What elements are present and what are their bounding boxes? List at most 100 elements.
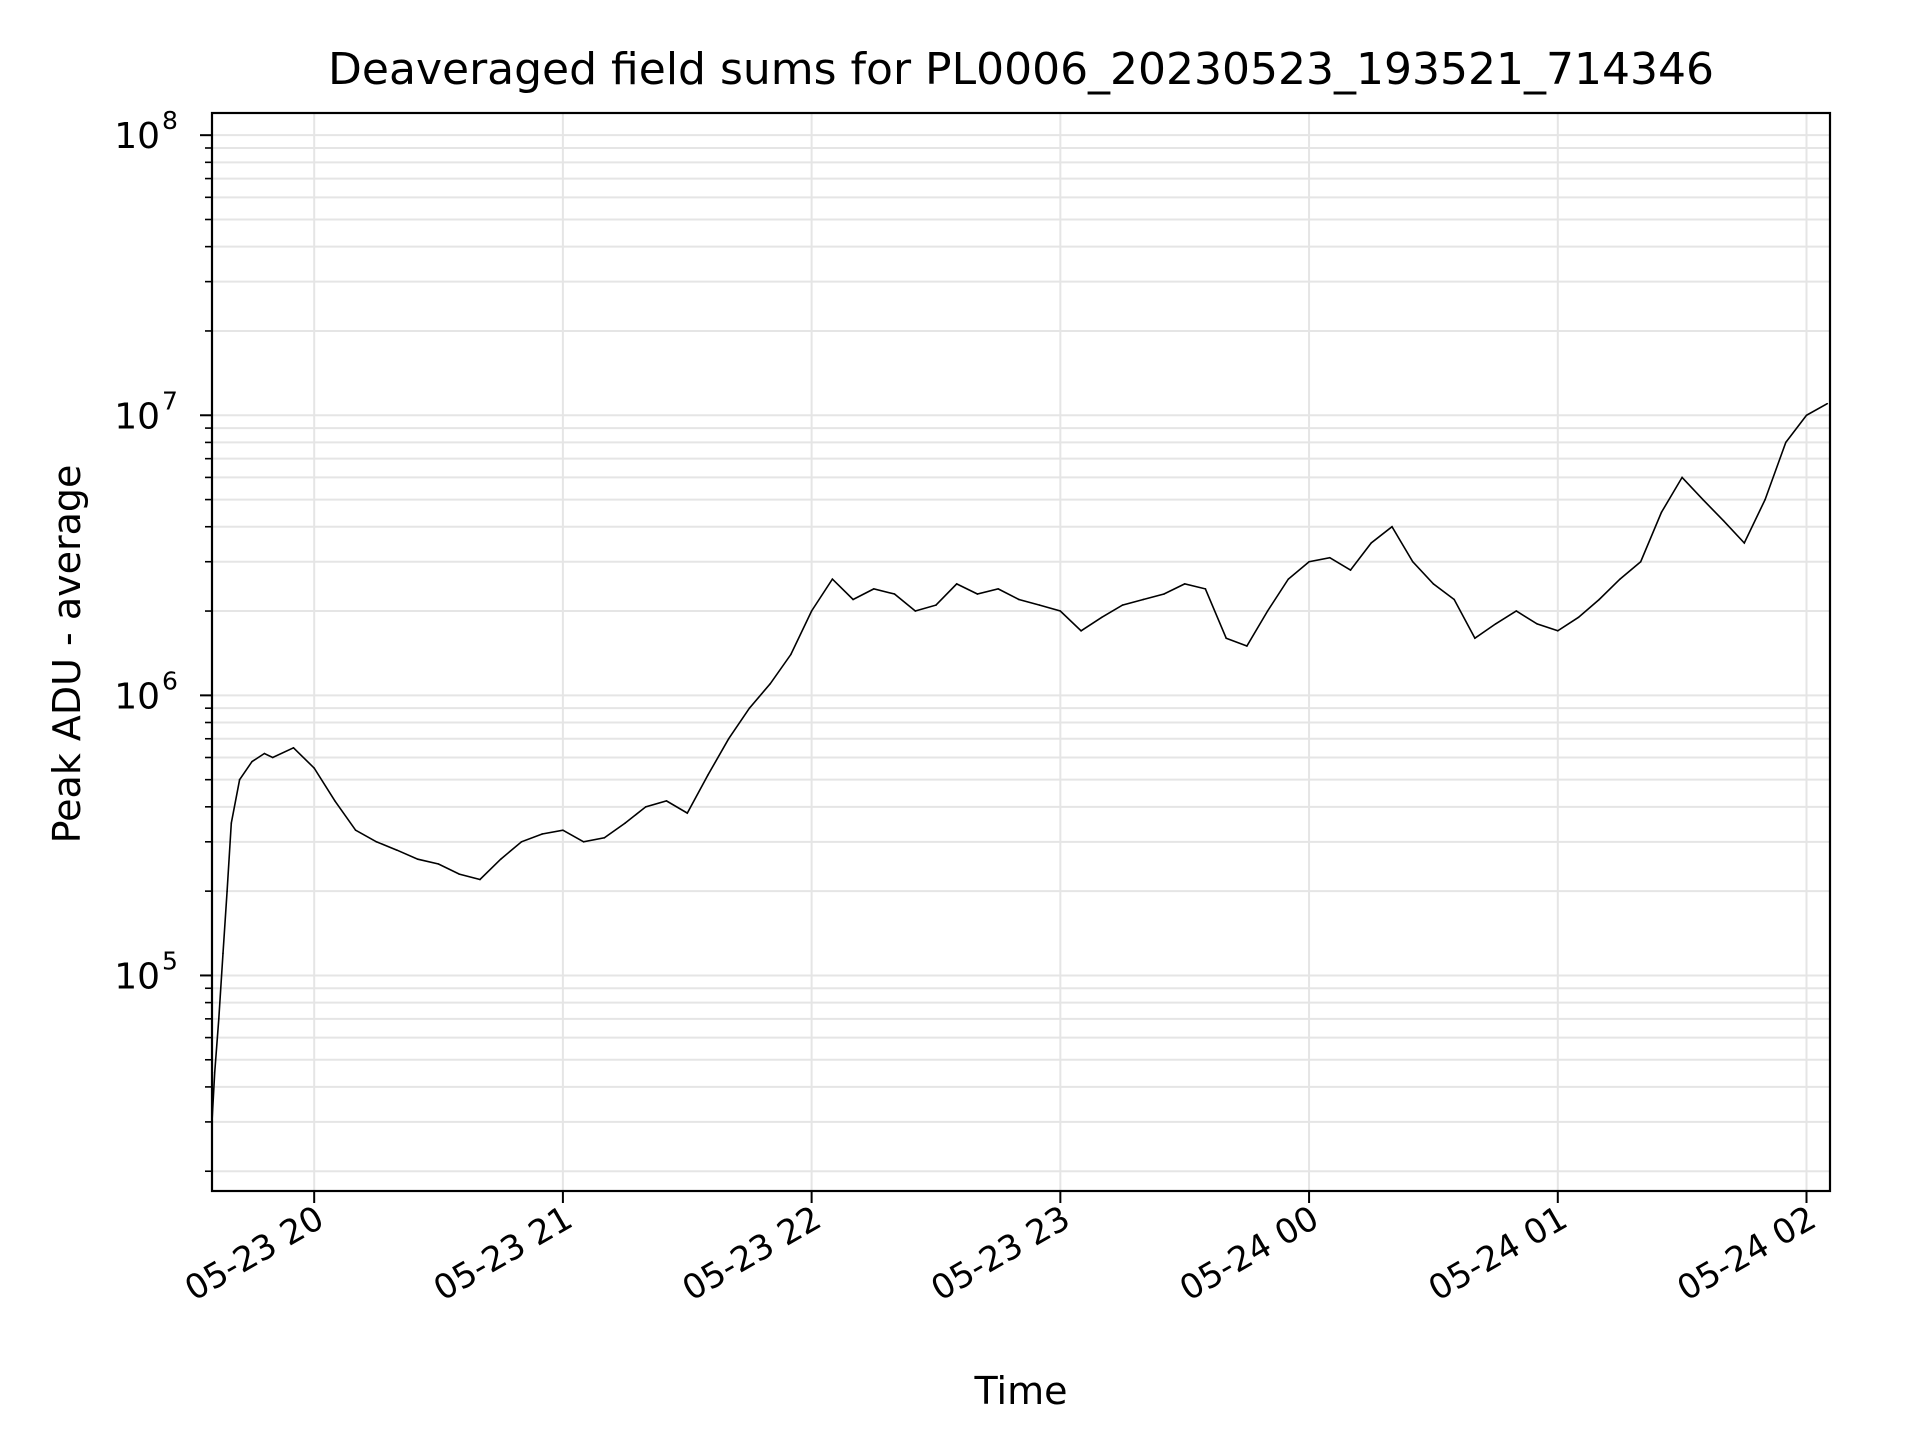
x-tick-label: 05-24 00 bbox=[1173, 1198, 1325, 1309]
data-point bbox=[582, 841, 585, 843]
data-point bbox=[914, 610, 917, 612]
data-point bbox=[1826, 402, 1829, 405]
y-tick-label: 10 bbox=[114, 116, 160, 157]
chart-title: Deaveraged field sums for PL0006_2023052… bbox=[328, 44, 1714, 95]
data-point bbox=[238, 778, 241, 781]
data-point bbox=[1805, 414, 1808, 417]
data-point bbox=[1370, 542, 1373, 544]
data-point bbox=[727, 737, 730, 740]
data-point bbox=[1142, 598, 1145, 601]
data-point bbox=[313, 767, 315, 769]
x-tick-label: 05-23 23 bbox=[924, 1198, 1076, 1309]
data-point bbox=[893, 593, 896, 595]
data-point bbox=[218, 1018, 220, 1020]
data-point bbox=[1225, 637, 1227, 639]
data-point bbox=[1515, 610, 1518, 612]
data-point bbox=[1536, 623, 1538, 625]
data-point bbox=[769, 682, 771, 685]
y-tick-label: 10 bbox=[114, 396, 160, 437]
y-tick-label: 10 bbox=[114, 956, 160, 997]
y-axis-label: Peak ADU - average bbox=[45, 465, 89, 844]
data-point bbox=[1163, 593, 1165, 595]
data-point bbox=[520, 841, 523, 843]
data-point bbox=[976, 593, 979, 595]
x-tick-label: 05-24 02 bbox=[1671, 1198, 1823, 1309]
data-point bbox=[396, 849, 398, 852]
data-point bbox=[1453, 598, 1455, 601]
data-point bbox=[263, 752, 266, 755]
data-point bbox=[1494, 623, 1497, 625]
data-point bbox=[1328, 556, 1331, 559]
data-point bbox=[1308, 560, 1310, 563]
data-point bbox=[458, 873, 461, 875]
data-point bbox=[1059, 610, 1062, 612]
data-point bbox=[790, 653, 792, 656]
x-tick-label: 05-23 22 bbox=[676, 1198, 828, 1309]
data-point bbox=[271, 756, 274, 759]
data-point bbox=[1784, 441, 1787, 444]
x-tick-label: 05-23 21 bbox=[427, 1198, 579, 1309]
data-point bbox=[810, 610, 813, 612]
data-point bbox=[479, 878, 481, 881]
data-point bbox=[686, 812, 689, 814]
data-point bbox=[624, 822, 626, 824]
data-point bbox=[499, 858, 502, 861]
data-point bbox=[1598, 598, 1601, 601]
data-point bbox=[1660, 511, 1663, 514]
data-point bbox=[1204, 588, 1207, 590]
data-point bbox=[603, 837, 606, 839]
y-tick-exponent: 8 bbox=[162, 106, 178, 135]
grid-layer bbox=[212, 113, 1830, 1191]
x-axis-label: Time bbox=[974, 1369, 1068, 1413]
data-point bbox=[1764, 498, 1766, 501]
data-point bbox=[852, 598, 854, 601]
y-tick-label: 10 bbox=[114, 676, 160, 717]
data-point bbox=[226, 890, 228, 892]
data-point bbox=[1556, 630, 1559, 632]
data-point bbox=[1639, 560, 1642, 563]
data-point bbox=[1432, 583, 1435, 585]
data-point bbox=[1619, 578, 1621, 580]
data-point bbox=[873, 588, 875, 590]
plot-frame bbox=[210, 111, 1832, 1193]
data-point bbox=[1702, 498, 1704, 501]
data-point bbox=[1038, 604, 1041, 606]
data-point bbox=[1681, 476, 1683, 479]
data-point bbox=[354, 829, 357, 832]
data-point bbox=[1080, 630, 1082, 632]
data-series-line bbox=[211, 403, 1828, 1122]
data-point bbox=[1349, 569, 1352, 571]
data-point bbox=[748, 707, 751, 709]
data-point bbox=[935, 604, 937, 606]
data-point bbox=[562, 829, 564, 832]
data-point bbox=[213, 1071, 216, 1074]
series-layer bbox=[211, 402, 1829, 1123]
x-tick-label: 05-23 20 bbox=[178, 1198, 330, 1309]
data-point bbox=[1100, 616, 1103, 619]
data-point bbox=[707, 774, 709, 776]
data-point bbox=[1018, 598, 1020, 601]
x-tick-label: 05-24 01 bbox=[1422, 1198, 1574, 1309]
data-point bbox=[334, 800, 336, 802]
data-point bbox=[230, 822, 233, 824]
data-point bbox=[222, 952, 224, 955]
y-tick-exponent: 5 bbox=[162, 946, 178, 975]
data-point bbox=[417, 858, 419, 861]
data-point bbox=[831, 578, 834, 580]
data-point bbox=[955, 583, 958, 585]
data-point bbox=[375, 841, 378, 843]
data-point bbox=[1411, 560, 1414, 563]
y-tick-exponent: 7 bbox=[162, 386, 178, 415]
data-point bbox=[1722, 519, 1725, 522]
data-point bbox=[645, 806, 647, 808]
data-point bbox=[665, 800, 668, 802]
data-point bbox=[1183, 583, 1186, 585]
data-point bbox=[437, 863, 440, 865]
data-point bbox=[1287, 578, 1290, 580]
data-point bbox=[1743, 542, 1746, 544]
data-point bbox=[1246, 645, 1248, 647]
data-point bbox=[1474, 637, 1476, 639]
data-point bbox=[251, 760, 253, 763]
